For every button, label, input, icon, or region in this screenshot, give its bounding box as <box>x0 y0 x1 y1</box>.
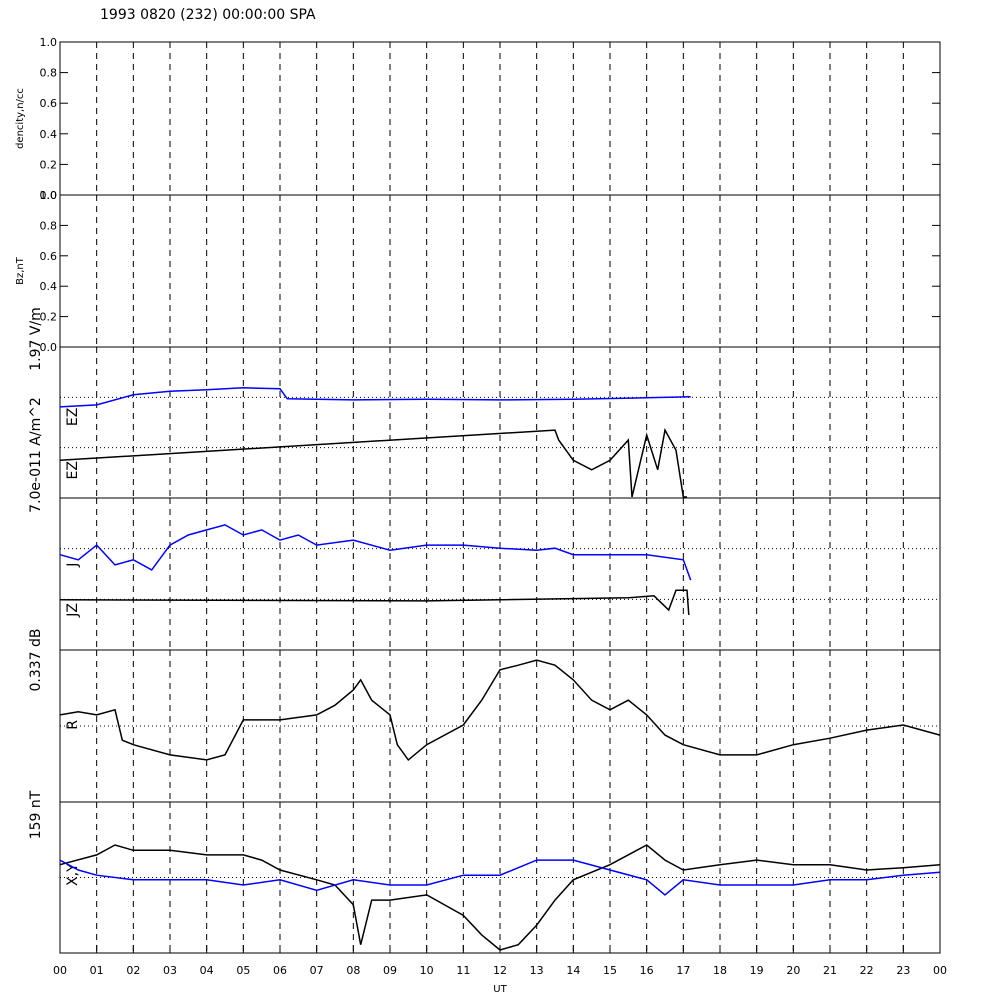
y-tick-label: 0.6 <box>40 250 58 263</box>
x-tick-label: 04 <box>200 964 214 977</box>
trace-label: JZ <box>65 603 81 618</box>
x-axis-label: UT <box>493 984 507 995</box>
x-tick-label: 10 <box>420 964 434 977</box>
x-tick-label: 12 <box>493 964 507 977</box>
x-tick-label: 09 <box>383 964 397 977</box>
y-tick-label: 0.6 <box>40 97 58 110</box>
x-tick-label: 22 <box>860 964 874 977</box>
data-line <box>59 427 687 498</box>
data-line <box>59 659 941 761</box>
y-tick-label: 0.0 <box>40 189 58 202</box>
x-tick-label: 05 <box>236 964 250 977</box>
x-tick-label: 15 <box>603 964 617 977</box>
trace-label: EZ <box>65 461 81 479</box>
x-tick-label: 23 <box>896 964 910 977</box>
x-tick-label: 18 <box>713 964 727 977</box>
data-line <box>59 859 941 896</box>
data-line <box>59 524 692 581</box>
y-tick-label: 1.0 <box>40 189 58 202</box>
y-tick-label: 1.0 <box>40 36 58 49</box>
x-tick-label: 20 <box>786 964 800 977</box>
x-tick-label: 03 <box>163 964 177 977</box>
x-tick-label: 16 <box>640 964 654 977</box>
x-tick-label: 17 <box>676 964 690 977</box>
data-line <box>59 589 690 616</box>
x-tick-label: 11 <box>456 964 470 977</box>
scale-label: 1.97 V/m <box>28 307 44 371</box>
y-tick-label: 0.2 <box>40 158 58 171</box>
x-tick-label: 08 <box>346 964 360 977</box>
x-tick-label: 21 <box>823 964 837 977</box>
x-tick-label: 19 <box>750 964 764 977</box>
trace-label: R <box>65 720 81 730</box>
y-tick-label: 0.4 <box>40 280 58 293</box>
y-tick-label: 0.8 <box>40 219 58 232</box>
trace-label: EZ <box>65 408 81 426</box>
x-tick-label: 14 <box>566 964 580 977</box>
y-tick-label: 0.8 <box>40 67 58 80</box>
x-tick-label: 01 <box>90 964 104 977</box>
data-line <box>59 387 691 408</box>
y-tick-label: 0.2 <box>40 311 58 324</box>
y-axis-label: dencity,n/cc <box>15 88 26 149</box>
scale-label: 7.0e-011 A/m^2 <box>28 397 44 513</box>
x-tick-label: 02 <box>126 964 140 977</box>
x-tick-label: 07 <box>310 964 324 977</box>
y-axis-label: Bz,nT <box>15 256 26 285</box>
scale-label: 159 nT <box>28 790 44 839</box>
chart-title: 1993 0820 (232) 00:00:00 SPA <box>100 7 316 23</box>
x-tick-label: 00 <box>933 964 947 977</box>
y-tick-label: 0.0 <box>40 341 58 354</box>
data-line <box>59 844 941 951</box>
y-tick-label: 0.4 <box>40 128 58 141</box>
x-tick-label: 00 <box>53 964 67 977</box>
scale-label: 0.337 dB <box>28 628 44 691</box>
trace-label: J <box>65 563 81 568</box>
x-tick-label: 06 <box>273 964 287 977</box>
x-tick-label: 13 <box>530 964 544 977</box>
